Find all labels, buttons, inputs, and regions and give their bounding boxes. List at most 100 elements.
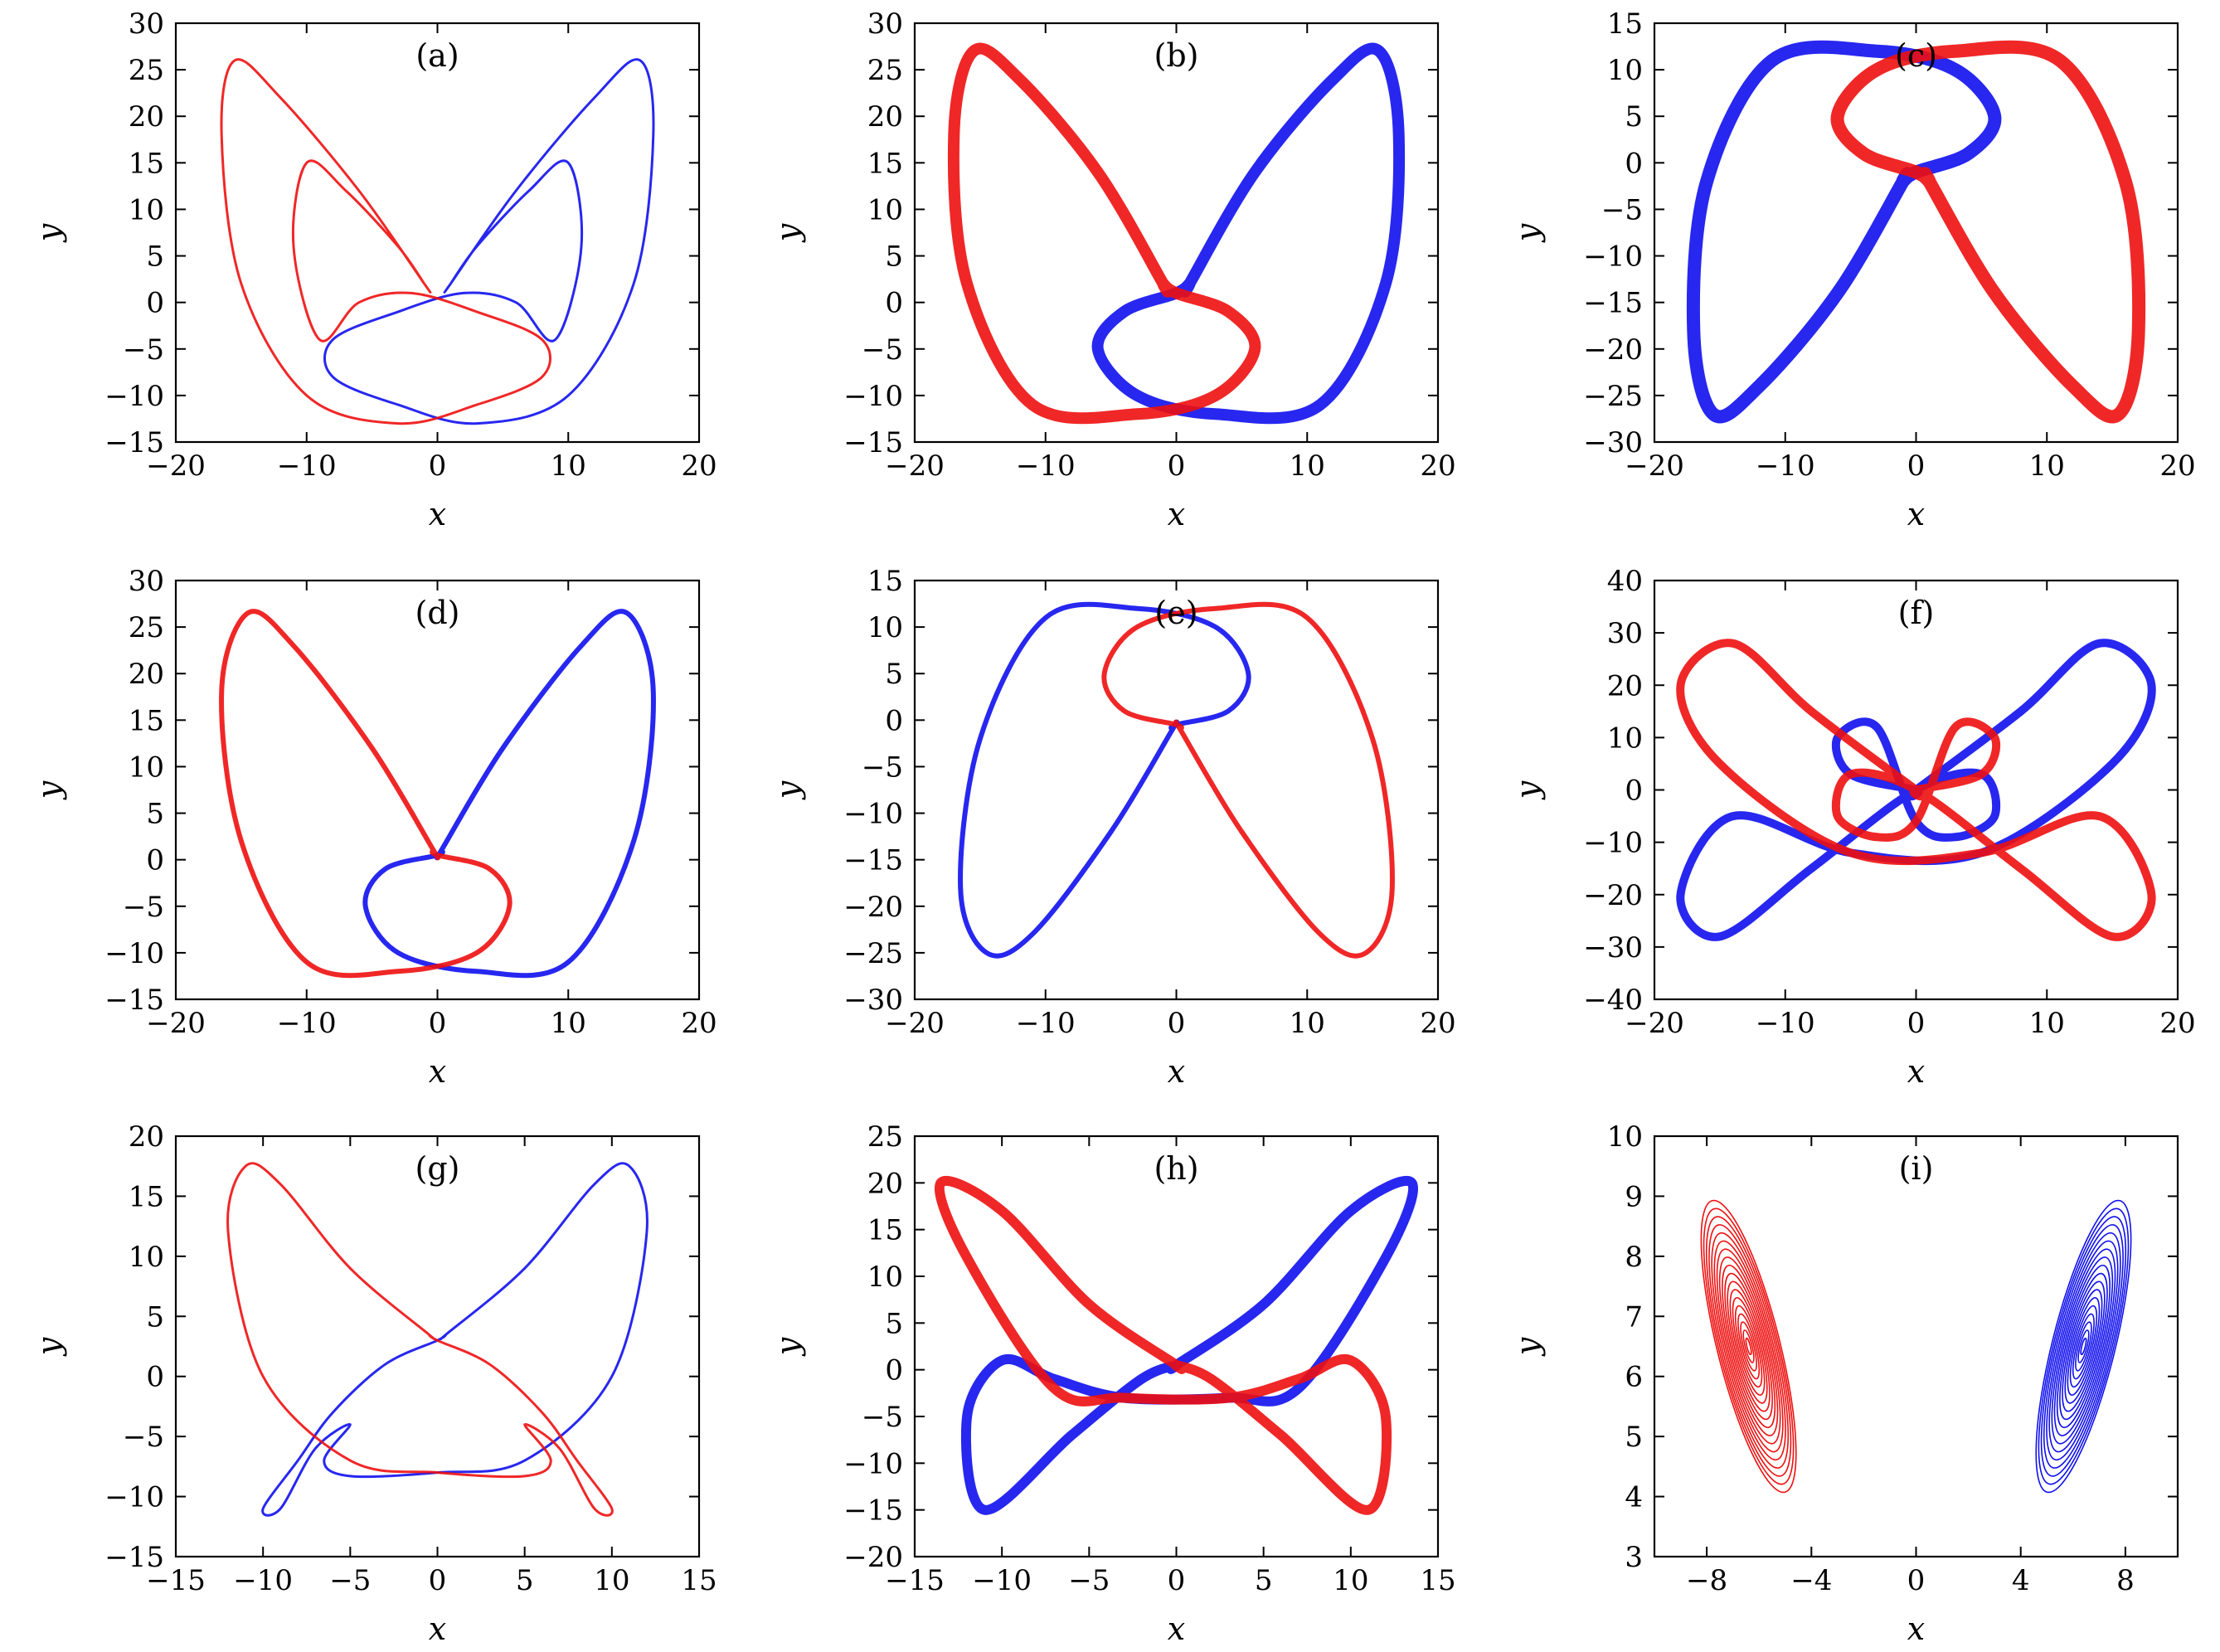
x-tick-label: −10 xyxy=(1756,449,1815,483)
series-red-trajectory xyxy=(1676,639,2156,941)
x-tick-label: 10 xyxy=(2029,449,2065,483)
panel-label: (a) xyxy=(415,37,459,74)
x-tick-label: −20 xyxy=(1625,449,1684,483)
y-tick-label: −30 xyxy=(1583,426,1643,459)
x-tick-label: −20 xyxy=(146,1007,206,1040)
panel-f: −20 −10 0 10 20 −40 −30 −20 −10 0 10 20 30 40 x y (f) xyxy=(1509,565,2196,1090)
y-tick-label: −20 xyxy=(1583,879,1643,912)
y-tick-label: −5 xyxy=(123,1421,164,1454)
y-axis-label: y xyxy=(1509,780,1546,800)
series-red-orbit xyxy=(1745,1337,1752,1356)
series-blue-orbit xyxy=(2056,1264,2111,1429)
panel-label: (e) xyxy=(1154,595,1197,631)
y-tick-label: −10 xyxy=(843,1447,903,1480)
series-red-trajectory xyxy=(226,1162,614,1517)
series-red-orbit xyxy=(1729,1289,1768,1404)
x-tick-label: 15 xyxy=(681,1564,717,1597)
series-red-orbit xyxy=(1737,1313,1761,1380)
x-tick-label: 20 xyxy=(681,1007,717,1040)
plot-area xyxy=(1700,1199,2132,1494)
y-tick-label: 10 xyxy=(867,611,903,644)
series-blue-orbit xyxy=(2080,1337,2087,1356)
series-blue-orbit xyxy=(2059,1272,2108,1421)
y-tick-label: −5 xyxy=(862,333,903,367)
x-tick-label: −10 xyxy=(233,1564,293,1597)
series-blue-trajectory xyxy=(1676,639,2156,941)
x-tick-label: 10 xyxy=(2029,1007,2065,1040)
series-red-orbit xyxy=(1708,1224,1790,1469)
series-blue-orbit xyxy=(2053,1256,2114,1436)
y-axis-label: y xyxy=(31,223,67,243)
plot-area xyxy=(1676,639,2156,941)
series-red-orbit xyxy=(1700,1199,1797,1494)
x-tick-label: 10 xyxy=(594,1564,629,1597)
series-blue-trajectory xyxy=(1091,42,1406,425)
x-tick-label: −4 xyxy=(1790,1564,1832,1597)
x-tick-label: −10 xyxy=(1756,1007,1815,1040)
x-tick-label: 10 xyxy=(1290,449,1325,483)
plot-area xyxy=(220,58,655,425)
y-tick-label: 25 xyxy=(867,1120,903,1154)
y-tick-label: 5 xyxy=(885,1307,903,1340)
y-tick-label: 10 xyxy=(1607,54,1643,87)
x-tick-label: −15 xyxy=(885,1564,945,1597)
x-tick-label: 20 xyxy=(1420,449,1455,483)
panel-b: −20 −10 0 10 20 −15 −10 −5 0 5 10 15 20 25 30 x y (b) xyxy=(770,7,1456,532)
x-tick-label: −20 xyxy=(1625,1007,1684,1040)
plot-area xyxy=(947,42,1406,425)
y-tick-label: 10 xyxy=(867,193,903,226)
series-red-orbit xyxy=(1740,1321,1757,1372)
y-tick-label: −10 xyxy=(1583,241,1643,274)
y-tick-label: 3 xyxy=(1625,1541,1643,1574)
x-tick-label: 20 xyxy=(1420,1007,1455,1040)
y-tick-label: 15 xyxy=(867,565,903,598)
y-tick-label: 25 xyxy=(867,54,903,87)
y-axis-label: y xyxy=(1509,1337,1546,1357)
y-tick-label: 10 xyxy=(867,1261,903,1294)
y-tick-label: −5 xyxy=(862,1401,903,1434)
series-red-orbit xyxy=(1703,1207,1795,1485)
y-tick-label: 25 xyxy=(129,54,164,87)
y-tick-label: −5 xyxy=(123,333,164,367)
series-blue-orbit xyxy=(2043,1224,2124,1469)
y-tick-label: 5 xyxy=(1625,100,1643,134)
y-tick-label: −15 xyxy=(1583,287,1643,320)
series-blue-orbit xyxy=(2062,1280,2106,1412)
y-tick-label: 10 xyxy=(129,193,164,226)
y-tick-label: −10 xyxy=(1583,827,1643,860)
plot-area xyxy=(934,1175,1419,1515)
y-tick-label: 40 xyxy=(1607,565,1643,598)
plot-area xyxy=(226,1162,649,1517)
panel-label: (b) xyxy=(1154,37,1199,74)
y-tick-label: −20 xyxy=(1583,333,1643,367)
y-tick-label: 15 xyxy=(867,147,903,180)
panel-label: (d) xyxy=(415,595,460,631)
x-tick-label: −20 xyxy=(885,1007,945,1040)
y-tick-label: 20 xyxy=(867,100,903,134)
y-tick-label: −5 xyxy=(123,891,164,924)
series-blue-orbit xyxy=(2035,1199,2132,1494)
x-tick-label: 4 xyxy=(2012,1564,2030,1597)
series-blue-trajectory xyxy=(958,601,1251,959)
x-axis-label: x xyxy=(429,1053,446,1090)
panel-a: −20 −10 0 10 20 −15 −10 −5 0 5 10 15 20 25 30 x y (a) xyxy=(31,7,717,532)
series-blue-orbit xyxy=(2077,1329,2090,1363)
y-tick-label: 0 xyxy=(146,287,164,320)
series-red-trajectory xyxy=(934,1175,1392,1515)
y-tick-label: 20 xyxy=(129,1120,164,1154)
y-tick-label: 10 xyxy=(129,751,164,784)
panel-e: −20 −10 0 10 20 −30 −25 −20 −15 −10 −5 0 5 10 15 x y (e) xyxy=(770,565,1456,1090)
panel-g: −15 −10 −5 0 5 10 15 −15 −10 −5 0 5 10 15 20 x y (g) xyxy=(31,1120,717,1647)
y-tick-label: 25 xyxy=(129,611,164,644)
y-tick-label: 10 xyxy=(1607,722,1643,755)
x-tick-label: 0 xyxy=(1168,1007,1186,1040)
y-tick-label: 15 xyxy=(129,704,164,737)
y-tick-label: 0 xyxy=(1625,775,1643,808)
y-axis-label: y xyxy=(770,223,806,243)
series-red-trajectory xyxy=(1101,601,1395,959)
y-tick-label: −20 xyxy=(843,1541,903,1574)
y-tick-label: 0 xyxy=(1625,147,1643,180)
series-red-trajectory xyxy=(947,42,1261,425)
series-red-orbit xyxy=(1732,1297,1766,1396)
